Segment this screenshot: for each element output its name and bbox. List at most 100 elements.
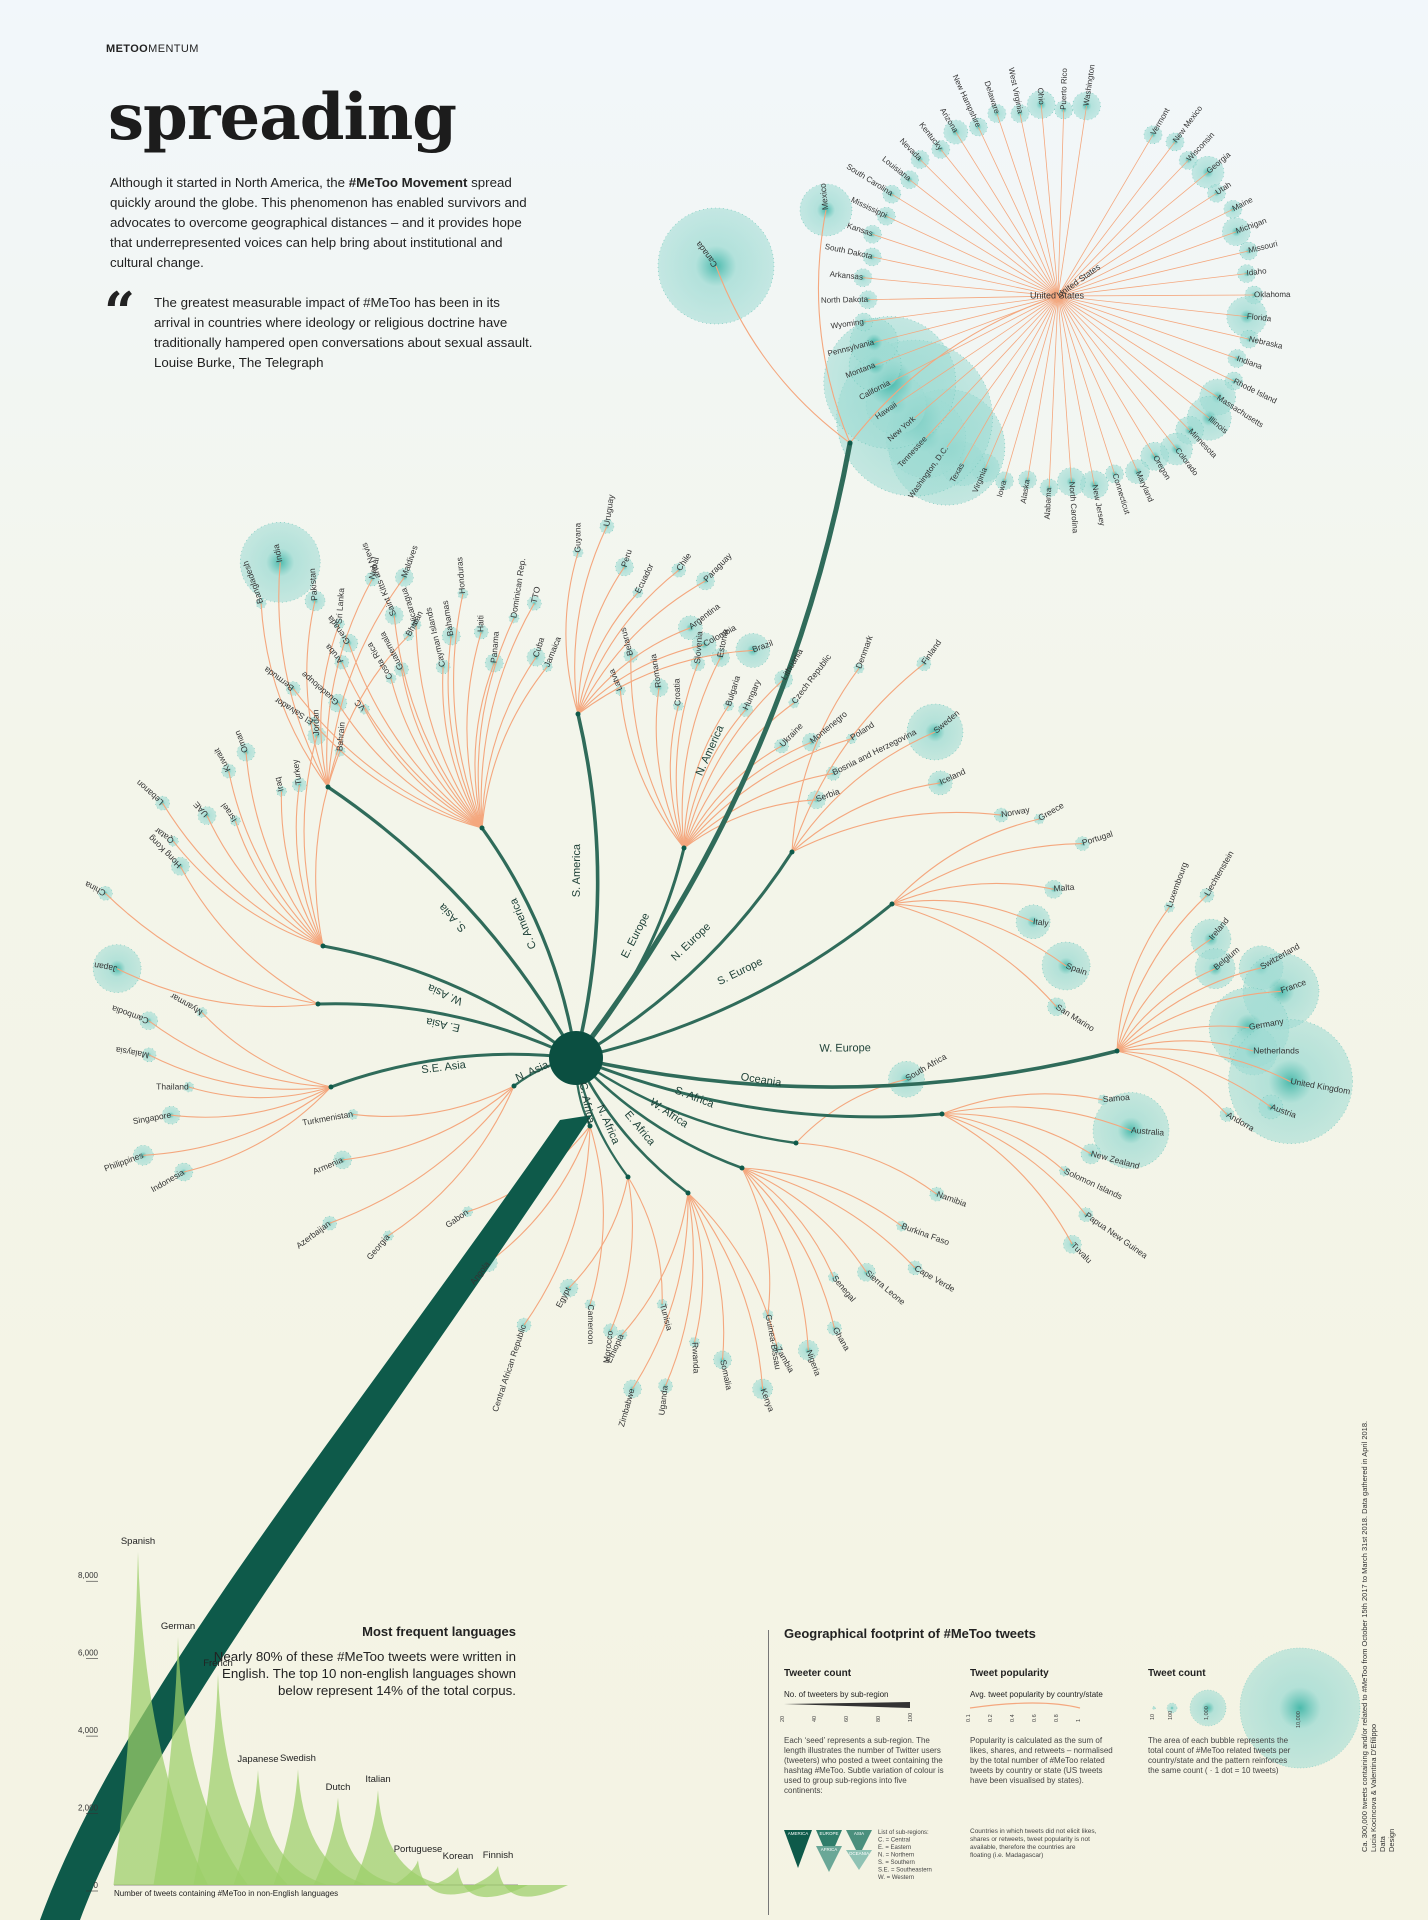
- country-label-guadeloupe: Guadeloupe: [299, 669, 341, 707]
- twig-samoa: [941, 1093, 1104, 1115]
- twig-illinois: [1057, 295, 1210, 419]
- intro-text-2: spread quickly around the globe. This ph…: [110, 175, 527, 270]
- state-label-kansas: Kansas: [846, 221, 874, 238]
- twig-california: [889, 295, 1059, 383]
- country-label-papua-new-guinea: Papua New Guinea: [1083, 1210, 1149, 1261]
- twig-wyoming: [863, 295, 1059, 323]
- twig-tennessee: [925, 295, 1059, 439]
- brand-logo: METOOMENTUM: [106, 43, 199, 55]
- popularity-scale: [969, 1702, 1081, 1709]
- twig-alaska: [1027, 295, 1059, 480]
- seed-head-e-europe: [681, 845, 687, 851]
- tweeter-tick-2: 60: [844, 1716, 850, 1722]
- twig-zambia: [687, 1192, 778, 1348]
- seed-head-s-africa: [793, 1140, 799, 1146]
- twig-texas: [962, 295, 1059, 464]
- country-label-bulgaria: Bulgaria: [723, 674, 742, 707]
- country-label-luxembourg: Luxembourg: [1164, 861, 1190, 909]
- twig-uae: [206, 815, 324, 947]
- state-label-west-virginia: West Virginia: [1007, 67, 1025, 115]
- twig-poland: [683, 738, 852, 849]
- country-label-morocco: Morocco: [601, 1330, 615, 1364]
- tweeter-count-subtitle: No. of tweeters by sub-region: [784, 1690, 889, 1699]
- languages-description: Nearly 80% of these #MeToo tweets were w…: [213, 1649, 516, 1698]
- country-label-guinea-bissau: Guinea-Bissau: [764, 1314, 784, 1371]
- twig-finland: [791, 663, 925, 853]
- subregion-label-n-america: N. America: [694, 723, 727, 778]
- state-label-alaska: Alaska: [1019, 478, 1032, 504]
- twig-north-dakota: [867, 295, 1059, 301]
- twig-guinea-bissau: [741, 1167, 771, 1315]
- twig-belarus: [630, 655, 685, 849]
- twig-canada: [715, 265, 851, 444]
- stem-e-asia: [316, 1002, 578, 1060]
- country-label-jordan: Jordan: [310, 709, 321, 736]
- popularity-tick-1: 0.2: [988, 1714, 994, 1722]
- country-label-ecuador: Ecuador: [633, 562, 656, 595]
- armenia-bubble: [333, 1150, 352, 1170]
- twig-bahrain: [315, 750, 341, 947]
- languages-title: Most frequent languages: [362, 1624, 516, 1639]
- country-label-bosnia-and-herzegovina: Bosnia and Herzegovina: [831, 727, 919, 778]
- state-label-mississippi: Mississippi: [850, 195, 889, 220]
- twig-bosnia-and-herzegovina: [683, 772, 834, 849]
- twig-jamaica: [481, 666, 548, 829]
- twig-guyana: [565, 552, 579, 715]
- y-tick-0: 0: [94, 1881, 99, 1890]
- country-label-bahrain: Bahrain: [334, 721, 347, 751]
- seed-head-n-america: [847, 440, 853, 446]
- country-label-singapore: Singapore: [132, 1109, 172, 1126]
- seed-head-w-europe: [1114, 1048, 1120, 1054]
- country-label-el-salvador: El Salvador: [273, 695, 315, 727]
- twig-brazil: [577, 649, 753, 715]
- country-label-uruguay: Uruguay: [601, 493, 616, 527]
- country-label-oman: Oman: [232, 729, 250, 754]
- twig-guatemala: [400, 669, 483, 829]
- twig-germany: [1116, 1025, 1250, 1052]
- source-line-4: Design: [1387, 1828, 1396, 1852]
- twig-senegal: [741, 1167, 834, 1278]
- lang-label-italian: Italian: [365, 1774, 390, 1785]
- twig-greece: [891, 818, 1040, 905]
- lang-label-swedish: Swedish: [280, 1753, 316, 1764]
- twig-hong-kong: [179, 866, 319, 1005]
- twig-hawaii: [895, 295, 1059, 405]
- twig-argentina: [577, 627, 691, 715]
- state-label-oklahoma: Oklahoma: [1254, 290, 1291, 299]
- subregion-label-w-asia: W. Asia: [425, 981, 464, 1007]
- twig-portugal: [891, 843, 1083, 905]
- tweeter-tick-1: 40: [812, 1716, 818, 1722]
- continent-seed-africa: [816, 1846, 842, 1872]
- country-label-senegal: Senegal: [830, 1273, 858, 1303]
- subregion-label-c-america: C. America: [507, 896, 539, 951]
- lang-area-finnish: [473, 1866, 568, 1897]
- twig-dominican-rep: [477, 617, 515, 829]
- twig-haiti: [466, 631, 483, 829]
- stem-c-america: [480, 826, 578, 1060]
- country-label-tunisia: Tunisia: [658, 1303, 675, 1332]
- twig-uganda: [664, 1192, 694, 1387]
- stem-s-america: [574, 712, 600, 1060]
- country-label-australia: Australia: [1131, 1125, 1165, 1138]
- country-label-portugal: Portugal: [1081, 829, 1114, 848]
- lang-area-french: [193, 1673, 288, 1885]
- twig-cuba: [481, 656, 537, 829]
- state-label-nebraska: Nebraska: [1248, 334, 1284, 351]
- popularity-subtitle: Avg. tweet popularity by country/state: [970, 1690, 1103, 1699]
- stem-w-asia: [321, 944, 578, 1060]
- country-label-pakistan: Pakistan: [307, 568, 319, 601]
- page-title: spreading: [108, 80, 457, 155]
- twig-el-salvador: [312, 721, 483, 829]
- twig-maryland: [1057, 295, 1138, 472]
- seed-head-oceania: [939, 1111, 945, 1117]
- subregion-list-item-1: C. = Central: [878, 1838, 910, 1844]
- twig-delaware: [996, 113, 1059, 297]
- language-chart: 0 2,000 4,000 6,000 8,000 Spanish German French…: [78, 1536, 568, 1898]
- country-label-mexico: Mexico: [817, 183, 830, 211]
- seed-head-w-asia: [320, 943, 326, 949]
- twig-solomon-islands: [941, 1113, 1065, 1172]
- twig-ukraine: [683, 745, 782, 849]
- lang-area-dutch: [313, 1797, 408, 1885]
- country-label-zimbabwe: Zimbabwe: [616, 1387, 636, 1428]
- source-line-2: Lucia Kocincova & Valentina D'Efilippo: [1369, 1723, 1378, 1852]
